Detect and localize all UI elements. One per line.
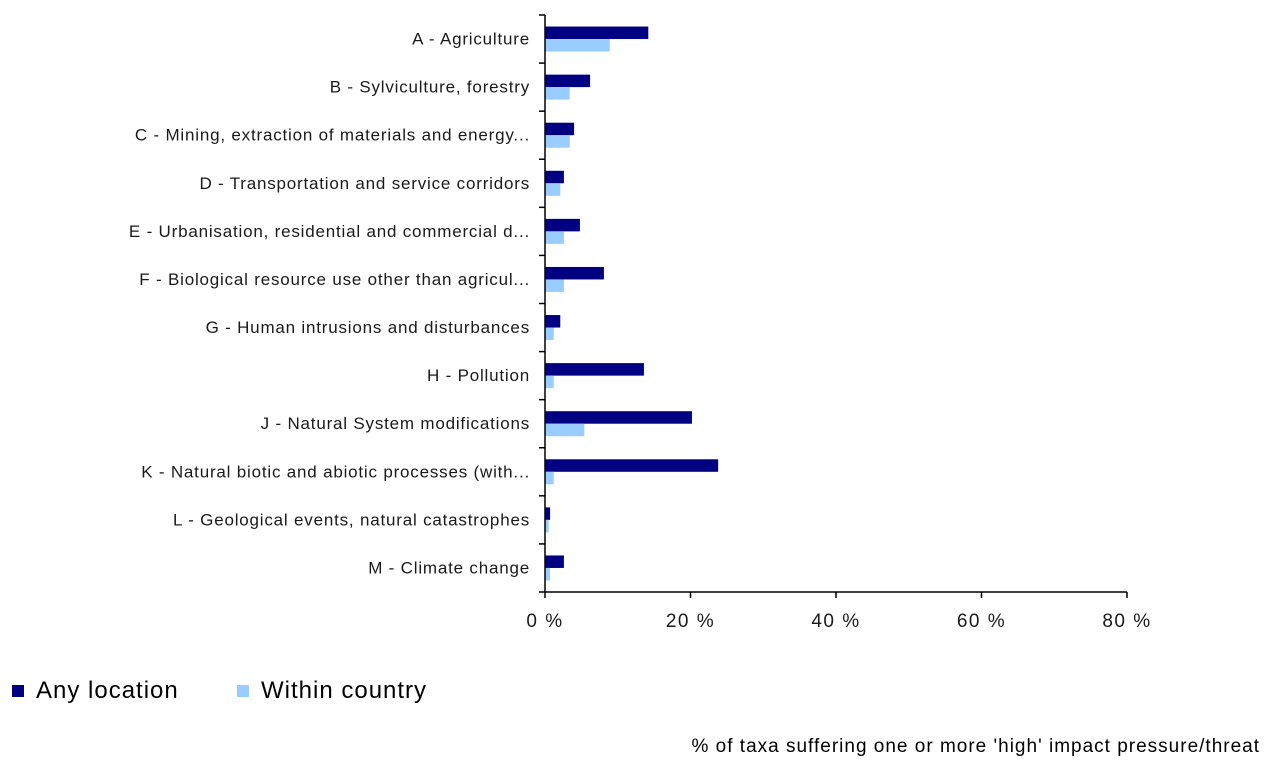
bar-any-location-m xyxy=(545,555,564,568)
bar-any-location-f xyxy=(545,267,604,280)
category-label: L - Geological events, natural catastrop… xyxy=(173,510,530,529)
category-label: C - Mining, extraction of materials and … xyxy=(135,126,530,145)
bar-any-location-l xyxy=(545,507,550,520)
x-tick-label: 60 % xyxy=(957,611,1006,632)
category-label: H - Pollution xyxy=(427,366,530,385)
bar-any-location-b xyxy=(545,75,590,88)
bar-any-location-d xyxy=(545,171,564,184)
x-tick-label: 20 % xyxy=(666,611,715,632)
x-axis-label: % of taxa suffering one or more 'high' i… xyxy=(692,736,1261,758)
bar-within-country-k xyxy=(545,472,554,485)
category-label: F - Biological resource use other than a… xyxy=(139,270,530,289)
bar-within-country-f xyxy=(545,279,564,292)
category-label: G - Human intrusions and disturbances xyxy=(206,318,530,337)
x-tick-labels: 0 % 20 % 40 % 60 % 80 % xyxy=(526,611,1151,632)
x-tick-label: 40 % xyxy=(811,611,860,632)
bar-any-location-c xyxy=(545,123,574,136)
category-label: B - Sylviculture, forestry xyxy=(330,78,530,97)
legend-swatch-any-location xyxy=(12,685,24,697)
category-label: J - Natural System modifications xyxy=(261,414,530,433)
legend-label-any-location: Any location xyxy=(36,677,179,705)
legend-swatch-within-country xyxy=(237,685,249,697)
bar-within-country-e xyxy=(545,231,564,244)
legend-label-within-country: Within country xyxy=(261,677,427,705)
x-tick-label: 0 % xyxy=(526,611,563,632)
bar-within-country-c xyxy=(545,135,570,148)
category-label: A - Agriculture xyxy=(412,30,530,49)
category-label: D - Transportation and service corridors xyxy=(199,174,530,193)
bar-within-country-m xyxy=(545,568,550,581)
bars xyxy=(545,27,718,581)
bar-any-location-k xyxy=(545,459,718,472)
bar-within-country-a xyxy=(545,39,610,52)
bar-within-country-g xyxy=(545,328,554,341)
legend-item-within-country: Within country xyxy=(237,677,427,705)
bar-any-location-h xyxy=(545,363,644,376)
legend-item-any-location: Any location xyxy=(12,677,179,705)
bar-within-country-h xyxy=(545,376,554,389)
x-tick-label: 80 % xyxy=(1102,611,1151,632)
category-label: M - Climate change xyxy=(368,558,530,577)
category-label: K - Natural biotic and abiotic processes… xyxy=(141,462,530,481)
bar-any-location-g xyxy=(545,315,560,328)
bar-within-country-j xyxy=(545,424,584,437)
bar-within-country-d xyxy=(545,183,560,196)
bar-within-country-b xyxy=(545,87,570,100)
category-label: E - Urbanisation, residential and commer… xyxy=(129,222,530,241)
bar-any-location-a xyxy=(545,27,648,39)
bar-any-location-j xyxy=(545,411,692,424)
bar-chart: A - Agriculture B - Sylviculture, forestr… xyxy=(0,0,1264,650)
bar-any-location-e xyxy=(545,219,580,232)
category-labels: A - Agriculture B - Sylviculture, forestr… xyxy=(129,30,530,578)
axes xyxy=(539,15,1127,598)
